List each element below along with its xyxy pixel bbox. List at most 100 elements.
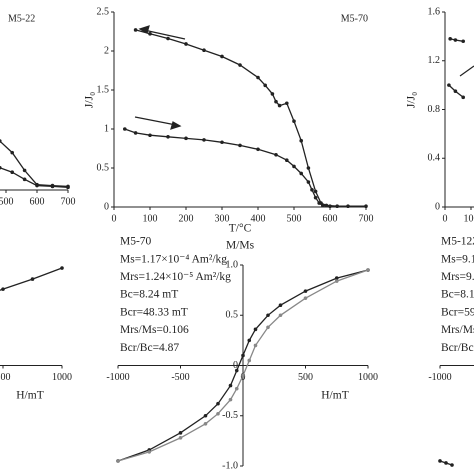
point — [202, 48, 206, 53]
y-tick-label: 1.0 — [226, 259, 239, 270]
point — [256, 75, 260, 80]
point — [0, 165, 2, 170]
point — [334, 276, 339, 280]
point — [30, 277, 35, 281]
point — [292, 164, 296, 169]
y-tick-label: -0.5 — [222, 410, 238, 421]
x-tick-label: 0 — [443, 213, 448, 224]
y-tick-label: 2 — [104, 45, 109, 56]
point — [133, 131, 138, 135]
y-axis-label: J/J₀ — [406, 92, 418, 108]
point — [346, 204, 350, 209]
y-tick-label: 2.5 — [97, 6, 110, 17]
point — [324, 203, 329, 208]
x-tick-label: 400 — [251, 213, 266, 224]
annotation: M5-70 — [120, 236, 152, 248]
x-tick-label: 0 — [112, 213, 117, 224]
annotation: M5-122 — [441, 236, 474, 248]
y-tick-label: 1.2 — [428, 55, 441, 66]
point — [178, 431, 183, 435]
point — [285, 101, 289, 106]
point — [220, 140, 224, 145]
point — [448, 37, 453, 41]
y-tick-label: 1 — [104, 123, 109, 134]
point — [22, 168, 27, 173]
x-axis-label: T/°C — [229, 223, 252, 235]
y-tick-label: 0.4 — [428, 153, 441, 164]
y-tick-label: 0.5 — [226, 310, 239, 321]
point — [274, 152, 278, 157]
annotation: Bcr/Bc=4.87 — [120, 342, 179, 354]
point — [228, 397, 233, 402]
x-tick-label: 500 — [298, 372, 313, 383]
point — [148, 32, 152, 36]
y-tick-label: 0 — [233, 360, 238, 371]
x-tick-label: 600 — [30, 196, 45, 207]
y-axis-label: M/Ms — [226, 240, 255, 252]
point — [216, 411, 220, 416]
annotation: Bcr=59.04 mT — [441, 306, 474, 318]
point — [133, 28, 138, 32]
x-tick-label: 700 — [61, 196, 76, 207]
point — [303, 296, 308, 300]
point — [50, 184, 55, 189]
y-tick-label: 0.8 — [428, 104, 441, 115]
point — [234, 386, 239, 391]
point — [266, 313, 270, 318]
chart-title: M5-22 — [8, 13, 35, 24]
arrow-cooling — [143, 29, 186, 40]
point — [303, 289, 308, 293]
annotation: Mrs=1.24×10⁻⁵ Am²/kg — [120, 271, 231, 283]
x-tick-label: -1000 — [106, 372, 129, 383]
series-line — [0, 267, 63, 291]
point — [60, 266, 64, 270]
y-tick-label: -1.0 — [222, 460, 238, 471]
point — [263, 83, 268, 88]
point — [10, 170, 14, 174]
annotation: Mrs/Ms=0.107 — [441, 324, 474, 336]
point — [438, 459, 442, 463]
x-tick-label: -1000 — [428, 372, 451, 383]
point — [313, 189, 318, 194]
point — [319, 201, 323, 205]
y-tick-label: 1.5 — [97, 84, 110, 95]
point — [292, 119, 296, 123]
point — [22, 177, 27, 182]
series-line — [135, 29, 366, 207]
point — [148, 133, 152, 138]
point — [247, 358, 252, 363]
chart-title: M5-70 — [341, 13, 368, 24]
point — [253, 327, 258, 332]
point — [10, 150, 14, 155]
point — [450, 463, 454, 467]
annotation: Mrs/Ms=0.106 — [120, 324, 189, 336]
annotation: Mrs=9.73×10⁻⁶ — [441, 271, 474, 283]
point — [306, 166, 311, 170]
point — [241, 373, 245, 378]
point — [278, 303, 283, 308]
x-tick-label: 1000 — [358, 372, 378, 383]
point — [66, 185, 70, 190]
point — [453, 89, 458, 94]
point — [274, 99, 278, 104]
point — [447, 83, 451, 87]
y-axis-label: J/J₀ — [84, 92, 96, 108]
y-tick-label: 1.6 — [428, 6, 441, 17]
point — [364, 204, 368, 209]
point — [166, 36, 170, 41]
x-tick-label: 1000 — [52, 372, 72, 383]
point — [299, 171, 304, 176]
point — [461, 95, 466, 100]
y-tick-label: 0 — [104, 201, 109, 212]
point — [366, 268, 370, 272]
point — [35, 183, 39, 188]
point — [203, 413, 208, 418]
arrows — [134, 25, 474, 130]
x-tick-label: 100 — [143, 213, 158, 224]
x-tick-label: -500 — [171, 372, 189, 383]
point — [184, 42, 188, 46]
point — [241, 353, 245, 358]
point — [444, 461, 448, 465]
arrow-head — [138, 25, 150, 34]
